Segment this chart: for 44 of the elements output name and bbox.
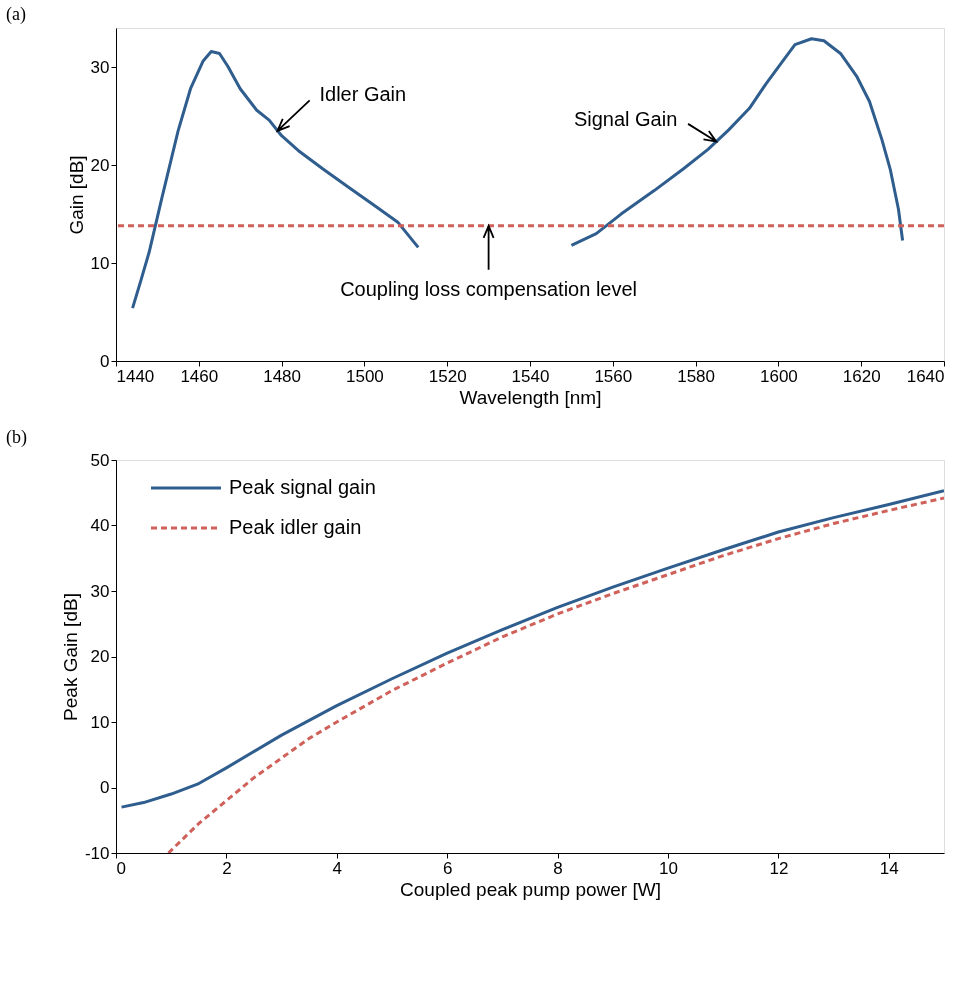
x-axis-title: Wavelength [nm] xyxy=(459,386,602,408)
annotation: Coupling loss compensation level xyxy=(340,277,638,300)
y-tick-label: 0 xyxy=(100,778,110,797)
x-tick-label: 1440 xyxy=(116,366,155,386)
x-tick-label: 1560 xyxy=(594,366,633,386)
y-tick-label: -10 xyxy=(84,843,110,863)
line-series xyxy=(166,496,944,853)
text: (a) xyxy=(6,4,26,25)
x-tick-label: 1640 xyxy=(906,366,945,386)
x-tick-label: 8 xyxy=(553,858,563,878)
y-tick-label: 40 xyxy=(90,516,110,535)
text: (b) xyxy=(6,427,27,448)
annotation: Idler Gain xyxy=(319,82,407,105)
x-tick-label: 1540 xyxy=(511,366,550,386)
x-tick-label: 4 xyxy=(332,858,343,878)
x-tick-label: 1580 xyxy=(677,366,716,386)
x-tick-label: 2 xyxy=(222,858,232,878)
y-tick-label: 20 xyxy=(90,155,110,175)
y-tick-label: 10 xyxy=(90,253,110,273)
y-tick-label: 30 xyxy=(90,581,110,601)
x-tick-label: 1480 xyxy=(263,366,302,386)
x-tick-label: 1460 xyxy=(180,366,219,386)
x-tick-label: 1600 xyxy=(759,366,798,386)
x-tick-label: 1620 xyxy=(842,366,881,386)
line-series xyxy=(131,50,420,310)
x-tick-label: 1520 xyxy=(428,366,467,386)
x-tick-label: 14 xyxy=(879,858,899,878)
y-tick-label: 20 xyxy=(90,647,110,666)
legend-label: Peak signal gain xyxy=(229,476,376,498)
x-tick-label: 6 xyxy=(442,858,453,878)
x-axis-title: Coupled peak pump power [W] xyxy=(400,878,661,900)
y-tick-label: 30 xyxy=(90,57,110,77)
y-axis-title: Peak Gain [dB] xyxy=(59,593,81,721)
x-tick-label: 0 xyxy=(116,858,126,878)
line-series xyxy=(569,37,905,247)
y-tick-label: 10 xyxy=(90,712,110,732)
legend-label: Peak idler gain xyxy=(229,516,362,538)
x-tick-label: 1500 xyxy=(345,366,384,386)
y-tick-label: 50 xyxy=(90,450,110,470)
x-tick-label: 12 xyxy=(769,858,789,878)
annotation: Signal Gain xyxy=(573,107,678,130)
y-axis-title: Gain [dB] xyxy=(65,155,87,235)
x-tick-label: 10 xyxy=(659,858,678,878)
y-tick-label: 0 xyxy=(100,351,110,371)
